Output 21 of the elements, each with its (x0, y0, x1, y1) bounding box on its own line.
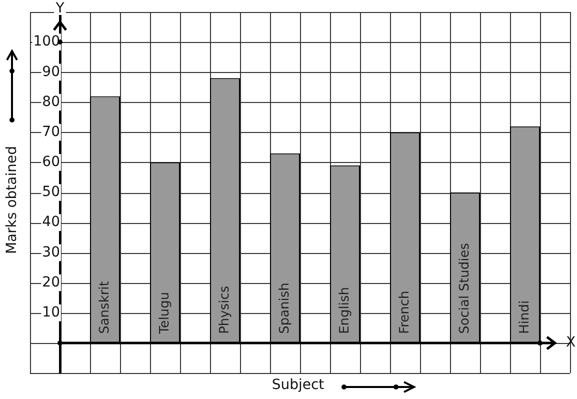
y-tick-label: 90 (42, 64, 60, 80)
y-axis-title: Marks obtained (4, 146, 20, 254)
x-tick-label: Sanskrit (97, 281, 112, 334)
y-tick-label: 100 (33, 34, 60, 50)
y-tick-label: 70 (42, 124, 60, 140)
y-tick-label: 60 (42, 154, 60, 170)
y-tick-label: 20 (42, 274, 60, 290)
y-tick-label: 40 (42, 214, 60, 230)
x-tick-label: French (397, 290, 412, 334)
x-tick-label: English (337, 286, 352, 334)
x-axis-title: Subject (272, 377, 324, 393)
x-tick-label: Hindi (517, 300, 532, 334)
y-tick-label: 10 (42, 304, 60, 320)
x-tick-label: Social Studies (457, 242, 472, 334)
y-tick-label: 80 (42, 94, 60, 110)
y-tick-label: 30 (42, 244, 60, 260)
x-tick-label: Spanish (277, 282, 292, 334)
x-tick-label: Physics (217, 286, 232, 334)
x-tick-label: Telugu (157, 292, 172, 335)
annotation: Y (54, 0, 65, 17)
y-tick-label: 50 (42, 184, 60, 200)
